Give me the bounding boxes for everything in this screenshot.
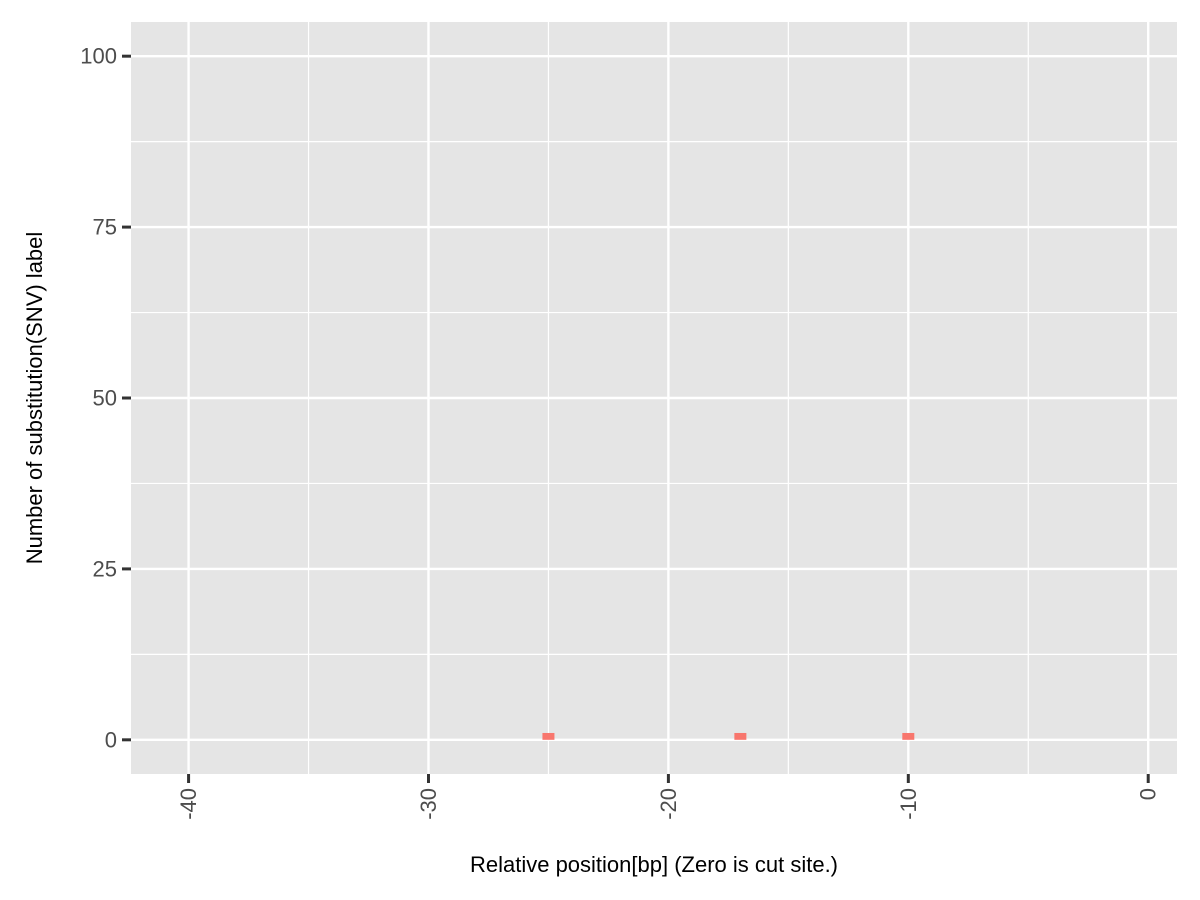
bar: [734, 732, 747, 740]
y-tick-label: 75: [93, 215, 117, 240]
y-tick-label: 50: [93, 386, 117, 411]
y-tick-label: 100: [80, 44, 117, 69]
major-gridlines: [131, 22, 1177, 774]
x-tick-label: 0: [1136, 788, 1161, 800]
y-tick-label: 25: [93, 556, 117, 581]
y-axis: 0 25 50 75 100: [80, 44, 131, 752]
x-tick-label: -30: [416, 788, 441, 820]
bar: [542, 732, 555, 740]
bars: [542, 732, 915, 740]
x-axis: -40 -30 -20 -10 0: [176, 774, 1161, 820]
x-tick-label: -20: [656, 788, 681, 820]
y-axis-title: Number of substitution(SNV) label: [22, 232, 47, 565]
y-tick-label: 0: [105, 727, 117, 752]
x-axis-title: Relative position[bp] (Zero is cut site.…: [470, 852, 838, 877]
x-tick-label: -10: [896, 788, 921, 820]
x-tick-label: -40: [176, 788, 201, 820]
bar: [902, 732, 915, 740]
